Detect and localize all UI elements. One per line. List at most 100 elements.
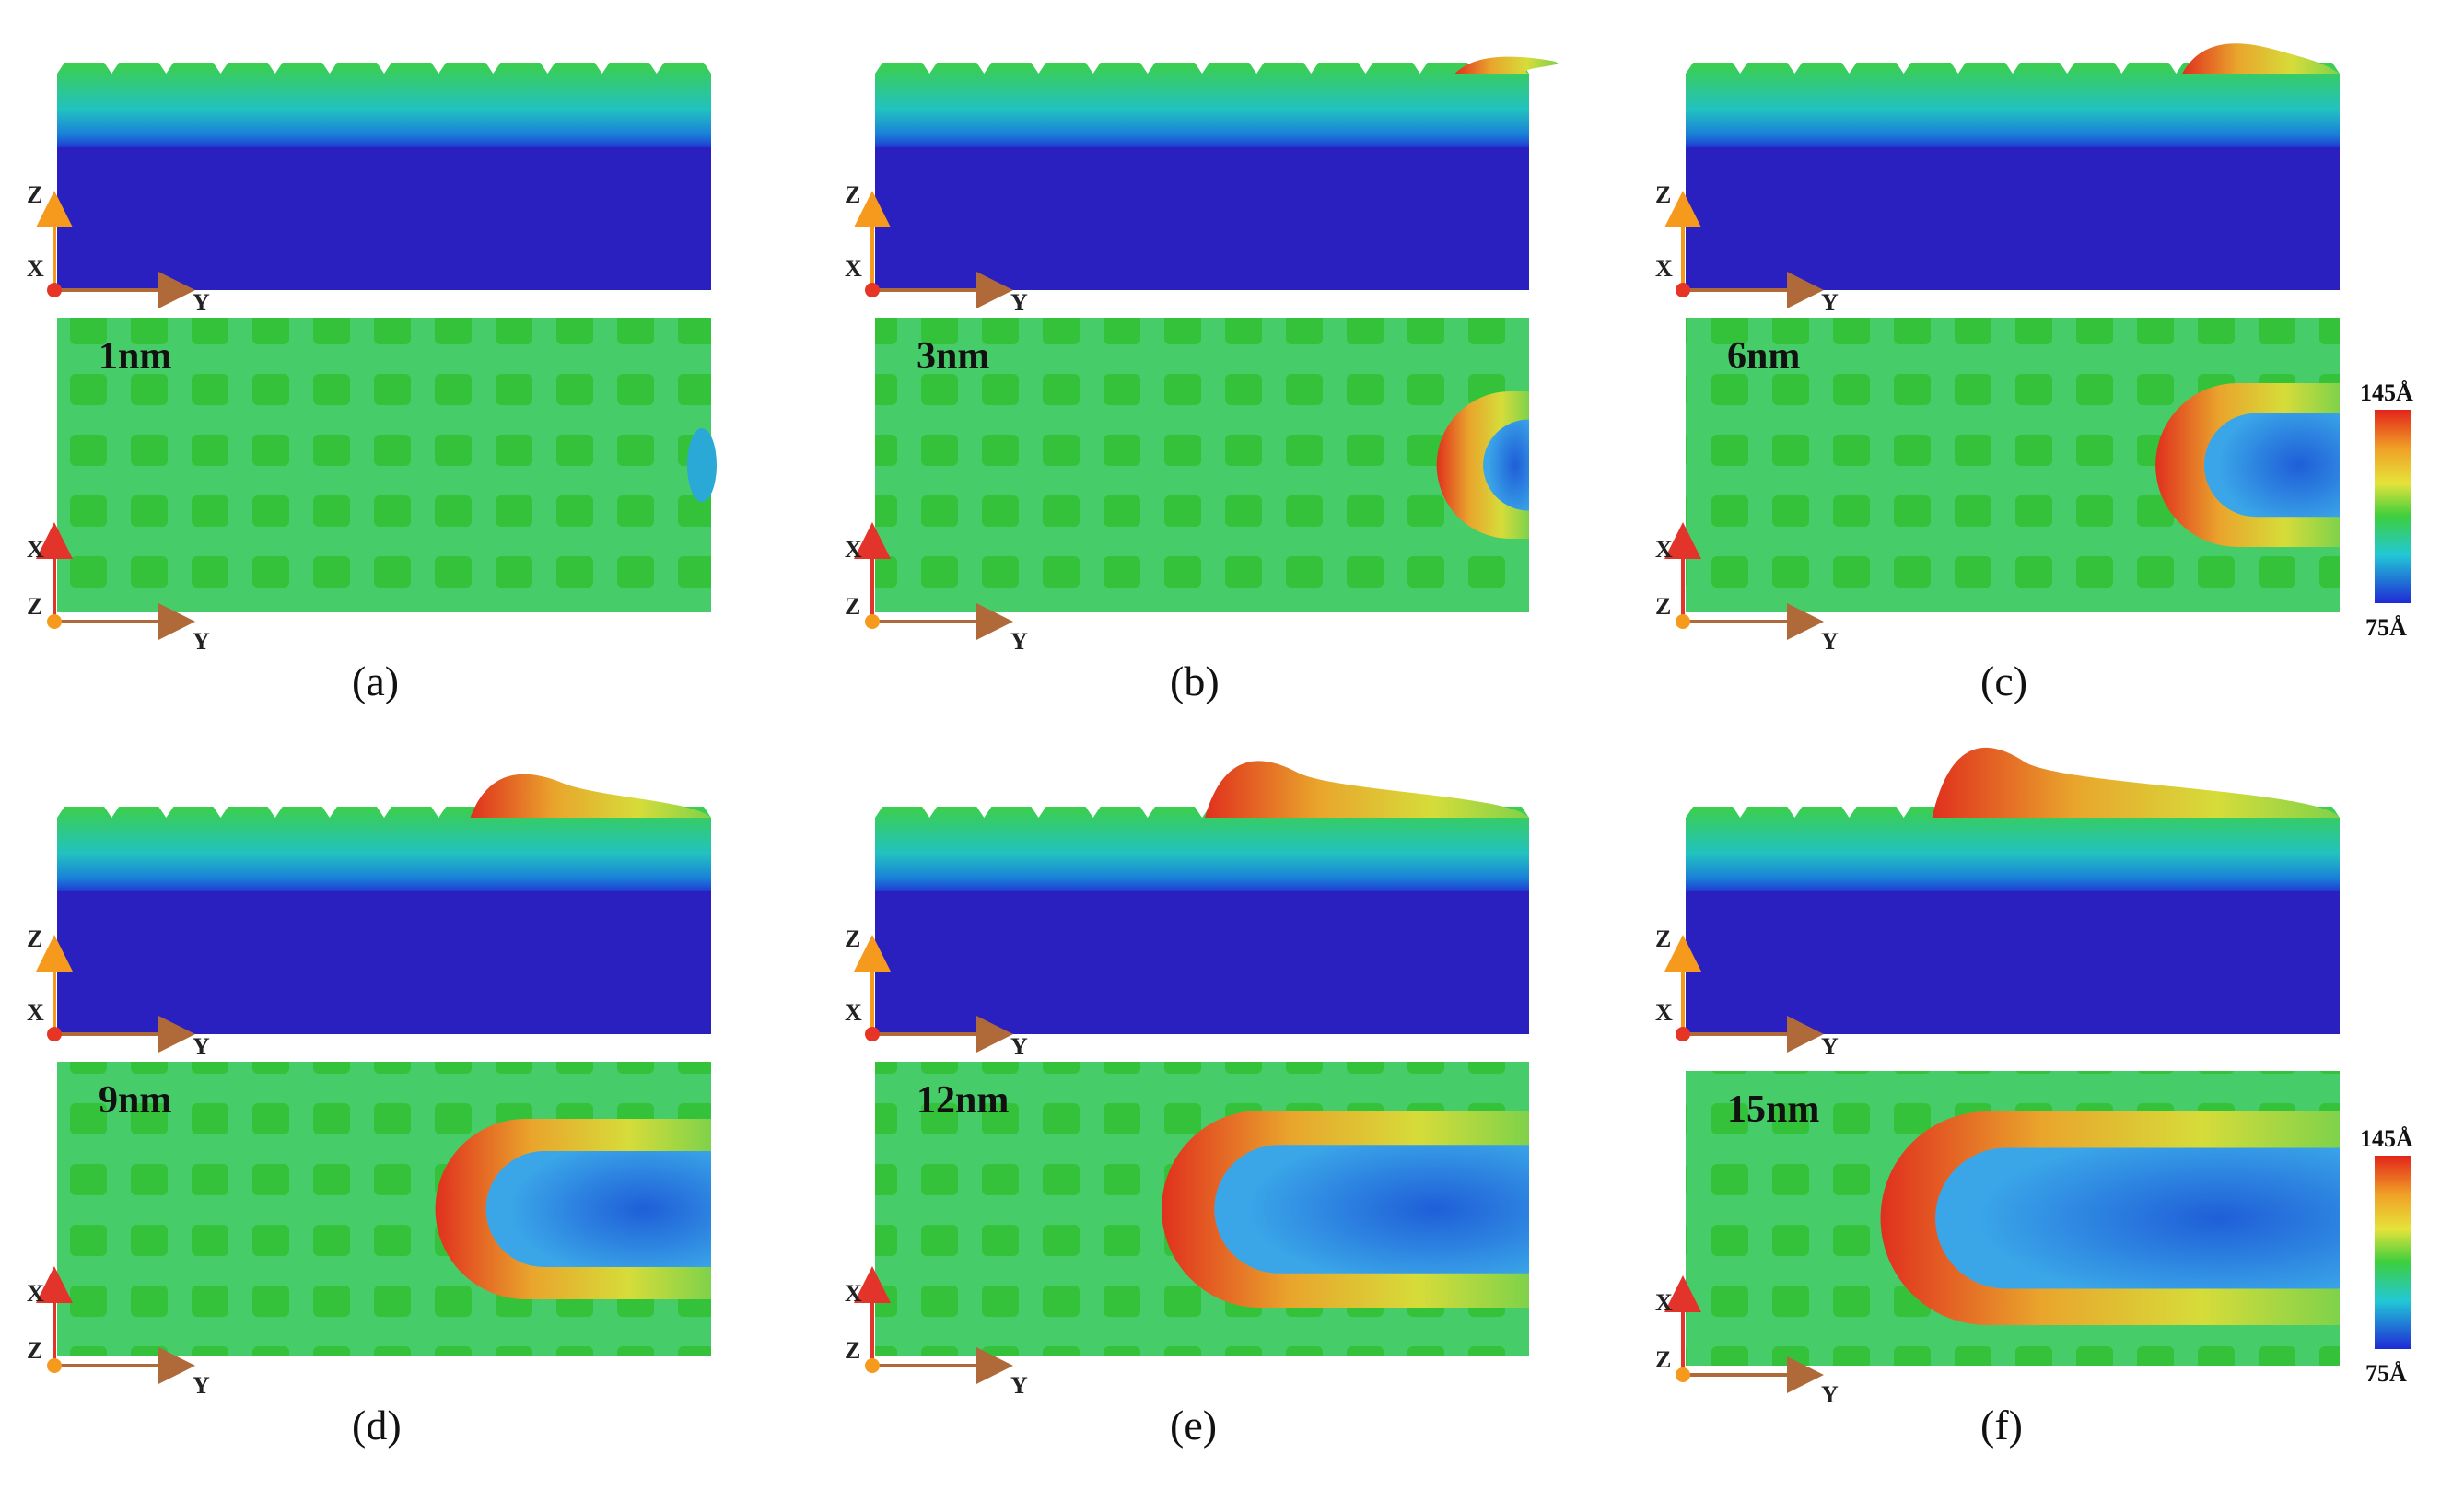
- axis-label-origin: Z: [27, 593, 42, 620]
- substrate: [1686, 891, 2340, 1034]
- top-view: 6nm X Z Y: [1655, 318, 2340, 655]
- surface-layer: [1686, 807, 2340, 891]
- pile-up: [2182, 43, 2340, 74]
- indent-tip: [687, 428, 717, 502]
- scratch-groove: [1483, 419, 1529, 511]
- panel-label: (a): [352, 657, 399, 704]
- substrate: [1686, 147, 2340, 290]
- depth-label: 9nm: [99, 1079, 171, 1122]
- side-view: Z X Y: [27, 63, 711, 316]
- axis-label-horizontal: Y: [193, 1033, 210, 1060]
- top-axes: X Z Y: [27, 1266, 210, 1399]
- axis-label-vertical: Z: [1655, 181, 1671, 208]
- axis-label-horizontal: Y: [193, 628, 210, 655]
- colorbar-bottom: 145Å 75Å: [2360, 1125, 2413, 1387]
- top-view: 15nm X Z Y: [1655, 1071, 2340, 1408]
- surface-layer: [57, 63, 711, 147]
- colorbar-top: 145Å 75Å: [2360, 379, 2413, 641]
- axis-label-vertical: X: [27, 536, 44, 563]
- side-view: Z X Y: [845, 56, 1559, 316]
- side-axes: Z X Y: [1655, 181, 1839, 316]
- top-axes: X Z Y: [845, 522, 1028, 655]
- panel-3: Z X Y 6nm X Z Y (c): [1655, 43, 2340, 704]
- colorbar-min-label: 75Å: [2365, 614, 2407, 641]
- depth-label: 3nm: [917, 335, 989, 378]
- axis-label-horizontal: Y: [1821, 628, 1839, 655]
- side-axes: Z X Y: [27, 181, 210, 316]
- colorbar-min-label: 75Å: [2365, 1360, 2407, 1387]
- axis-label-vertical: X: [1655, 1289, 1673, 1316]
- panel-label: (f): [1980, 1402, 2023, 1449]
- origin-dot: [1676, 1367, 1690, 1382]
- scratch-groove: [485, 1151, 711, 1267]
- origin-dot: [47, 1027, 62, 1041]
- pile-up: [1205, 761, 1529, 818]
- top-view: 1nm X Z Y: [27, 318, 717, 655]
- surface-layer: [57, 807, 711, 891]
- side-axes: Z X Y: [1655, 925, 1839, 1060]
- axis-label-horizontal: Y: [1010, 628, 1028, 655]
- origin-dot: [47, 1358, 62, 1373]
- top-axes: X Z Y: [27, 522, 210, 655]
- top-view: 3nm X Z Y: [845, 318, 1529, 655]
- axis-label-origin: Z: [845, 1337, 860, 1364]
- axis-label-vertical: Z: [845, 925, 860, 952]
- substrate: [57, 147, 711, 290]
- origin-dot: [865, 614, 880, 629]
- scratch-groove: [1214, 1145, 1529, 1274]
- axis-label-vertical: X: [845, 536, 862, 563]
- axis-label-vertical: X: [1655, 536, 1673, 563]
- side-view: Z X Y: [1655, 43, 2340, 316]
- axis-label-origin: Z: [1655, 593, 1671, 620]
- axis-label-horizontal: Y: [193, 289, 210, 316]
- panel-4: Z X Y 9nm X Z Y (d): [27, 774, 711, 1449]
- axis-label-origin: X: [845, 255, 862, 282]
- axis-label-vertical: Z: [27, 925, 42, 952]
- pile-up: [1932, 747, 2340, 818]
- scratch-groove: [1935, 1147, 2340, 1289]
- panel-1: Z X Y 1nm X Z Y (a): [27, 63, 717, 704]
- axis-label-horizontal: Y: [1821, 289, 1839, 316]
- origin-dot: [1676, 283, 1690, 297]
- origin-dot: [47, 614, 62, 629]
- surface-grid: [875, 318, 1529, 612]
- panel-label: (b): [1170, 657, 1220, 704]
- axis-label-horizontal: Y: [1010, 289, 1028, 316]
- depth-label: 12nm: [917, 1079, 1009, 1122]
- origin-dot: [865, 1027, 880, 1041]
- origin-dot: [865, 1358, 880, 1373]
- side-axes: Z X Y: [845, 925, 1028, 1060]
- depth-label: 15nm: [1727, 1088, 1819, 1131]
- axis-label-origin: Z: [27, 1337, 42, 1364]
- axis-label-vertical: X: [27, 1280, 44, 1307]
- panel-label: (d): [352, 1402, 402, 1449]
- axis-label-origin: Z: [845, 593, 860, 620]
- axis-label-vertical: Z: [845, 181, 860, 208]
- axis-label-horizontal: Y: [1010, 1372, 1028, 1399]
- side-axes: Z X Y: [845, 181, 1028, 316]
- axis-label-origin: X: [1655, 255, 1673, 282]
- surface-layer: [875, 807, 1529, 891]
- side-axes: Z X Y: [27, 925, 210, 1060]
- top-axes: X Z Y: [1655, 522, 1839, 655]
- colorbar-max-label: 145Å: [2360, 1125, 2413, 1152]
- depth-label: 6nm: [1727, 335, 1800, 378]
- axis-label-horizontal: Y: [1821, 1033, 1839, 1060]
- pile-up: [470, 774, 711, 818]
- scratch-groove: [2203, 413, 2340, 518]
- axis-label-horizontal: Y: [193, 1372, 210, 1399]
- colorbar-max-label: 145Å: [2360, 379, 2413, 406]
- top-view: 12nm X Z Y: [845, 1062, 1529, 1399]
- axis-label-vertical: X: [845, 1280, 862, 1307]
- axis-label-origin: Z: [1655, 1346, 1671, 1373]
- top-axes: X Z Y: [845, 1266, 1028, 1399]
- surface-layer: [875, 63, 1529, 147]
- colorbar-scale: [2375, 1156, 2411, 1349]
- origin-dot: [47, 283, 62, 297]
- axis-label-horizontal: Y: [1821, 1381, 1839, 1408]
- origin-dot: [1676, 1027, 1690, 1041]
- side-view: Z X Y: [1655, 747, 2340, 1060]
- axis-label-origin: X: [27, 999, 44, 1026]
- colorbar-scale: [2375, 410, 2411, 603]
